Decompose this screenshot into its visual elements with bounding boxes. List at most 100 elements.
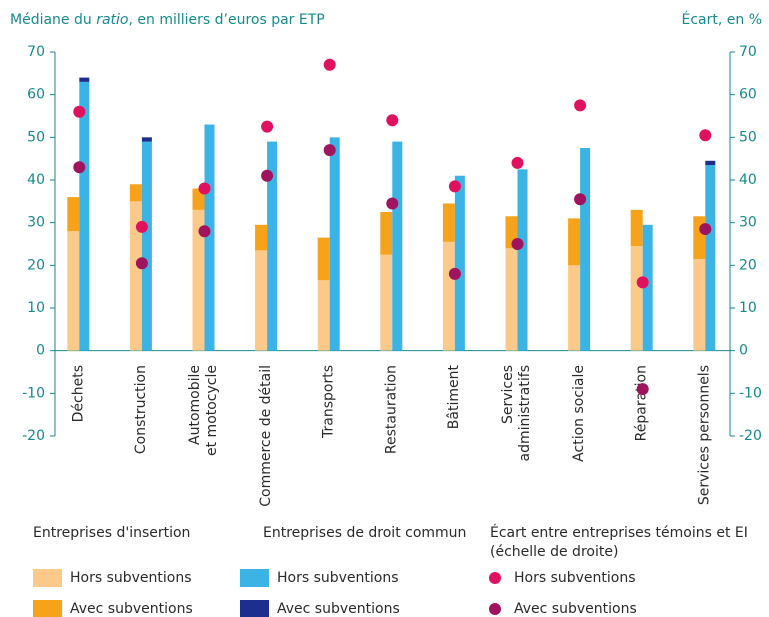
dot — [261, 169, 274, 182]
bar — [580, 148, 591, 351]
x-tick-label-line: Automobile — [187, 365, 203, 445]
bar — [317, 237, 330, 281]
y2-tick-label: 50 — [739, 129, 757, 145]
y2-tick-label: 30 — [739, 215, 757, 231]
x-tick-label-line: administratifs — [517, 365, 533, 461]
x-tick-label: Bâtiment — [446, 365, 462, 430]
dot — [386, 114, 399, 127]
bar — [380, 212, 393, 255]
bar — [67, 231, 80, 351]
bar — [454, 175, 465, 351]
bar — [317, 280, 330, 351]
y-axis-title: Médiane du ratio, en milliers d’euros pa… — [10, 12, 325, 28]
y-axis-title-part: , en milliers d’euros par ETP — [128, 12, 324, 28]
dot — [574, 193, 587, 206]
bar — [141, 137, 152, 142]
y-tick-label: 60 — [27, 87, 45, 103]
bar — [442, 203, 455, 242]
x-tick-label-line: Réparation — [634, 365, 650, 441]
y2-tick-label: 40 — [739, 172, 757, 188]
bar — [442, 241, 455, 351]
y-tick-label: 50 — [27, 129, 45, 145]
y-tick-label: 40 — [27, 172, 45, 188]
y-tick-label: 20 — [27, 257, 45, 273]
dot — [511, 238, 524, 250]
legend-swatch — [240, 569, 269, 587]
bar — [79, 81, 90, 351]
x-tick-label: Réparation — [634, 365, 650, 441]
bar — [255, 250, 268, 351]
bar — [568, 265, 581, 351]
x-tick-label: Restauration — [383, 365, 399, 454]
x-tick-label-line: Action sociale — [571, 365, 587, 462]
bar — [705, 160, 716, 166]
dot — [448, 267, 461, 280]
y-tick-label: 10 — [27, 300, 45, 316]
bar — [141, 141, 152, 351]
x-tick-label: Déchets — [70, 365, 86, 422]
legend-group-title: (échelle de droite) — [490, 544, 618, 560]
dot — [323, 58, 336, 71]
x-tick-label: Action sociale — [571, 365, 587, 462]
x-tick-label-line: Services personnels — [696, 365, 712, 505]
bar — [79, 77, 90, 82]
legend-label: Hors subventions — [514, 570, 636, 586]
legend-group-title: Entreprises d'insertion — [33, 525, 190, 541]
x-tick-label: Servicesadministratifs — [500, 365, 533, 461]
x-tick-label-line: Bâtiment — [446, 365, 462, 430]
dot — [198, 182, 211, 195]
x-tick-label: Commerce de détail — [258, 365, 274, 507]
bar — [255, 224, 268, 251]
dot — [574, 99, 587, 112]
x-tick-label: Construction — [133, 365, 149, 454]
y2-axis-title: Écart, en % — [681, 11, 762, 28]
bar — [380, 254, 393, 351]
x-tick-label-line: Déchets — [70, 365, 86, 422]
dot — [511, 156, 524, 169]
bar — [693, 216, 706, 259]
dot — [699, 223, 712, 236]
bar — [129, 184, 142, 202]
bar — [192, 209, 205, 351]
dot — [699, 129, 712, 142]
bar — [693, 258, 706, 351]
bar — [630, 209, 643, 247]
legend-label: Hors subventions — [277, 570, 399, 586]
bar — [67, 197, 80, 232]
legend-group-title: Entreprises de droit commun — [263, 525, 466, 541]
x-tick-label: Transports — [321, 365, 337, 439]
legend-group-title: Écart entre entreprises témoins et EI — [490, 524, 748, 541]
dot — [386, 197, 399, 210]
x-tick-label-line: Services — [500, 365, 516, 424]
dot — [448, 180, 461, 193]
y2-tick-label: 10 — [739, 300, 757, 316]
x-tick-label-line: Transports — [321, 365, 337, 439]
bar — [129, 201, 142, 351]
dot — [636, 276, 649, 289]
y2-tick-label: -10 — [739, 385, 762, 401]
bar — [642, 224, 653, 351]
y-tick-label: 70 — [27, 44, 45, 60]
y-tick-label: 30 — [27, 215, 45, 231]
x-tick-label: Services personnels — [696, 365, 712, 505]
y-tick-label: 0 — [36, 343, 45, 359]
legend-swatch — [489, 572, 501, 584]
bar — [505, 248, 518, 351]
legend-swatch — [33, 600, 62, 617]
dot — [323, 144, 336, 157]
x-tick-label-line: Commerce de détail — [258, 365, 274, 507]
legend-swatch — [240, 600, 269, 617]
dot — [73, 105, 86, 118]
bar — [630, 246, 643, 351]
dot — [73, 161, 86, 174]
y-axis-title-part: ratio — [96, 12, 128, 28]
y-tick-label: -20 — [22, 428, 45, 444]
legend-swatch — [489, 603, 501, 615]
y2-tick-label: 0 — [739, 343, 748, 359]
dot — [636, 383, 649, 396]
dot — [198, 225, 211, 238]
x-tick-label-line: Restauration — [383, 365, 399, 454]
y2-tick-label: 20 — [739, 257, 757, 273]
bar — [568, 218, 581, 266]
x-tick-label-line: Construction — [133, 365, 149, 454]
